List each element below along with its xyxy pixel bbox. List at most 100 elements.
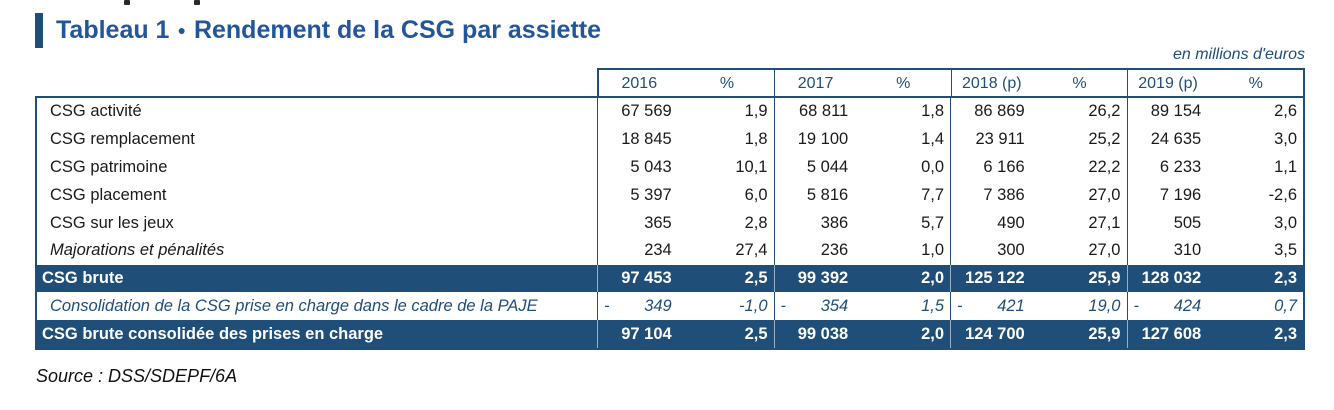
year-group: 5 397 6,0 [597, 181, 774, 210]
value-number: 7 386 [983, 185, 1025, 204]
pct-cell: 25,2 [1088, 130, 1121, 149]
table-row: CSG brute consolidée des prises en charg… [37, 320, 1303, 349]
value-cell: 99 038 [775, 320, 856, 348]
value-number: 490 [997, 213, 1025, 232]
value-cell: 505 [1128, 209, 1209, 237]
header-pct: % [896, 74, 911, 92]
pct-cell: 27,1 [1088, 213, 1121, 232]
pct-cell: 25,9 [1088, 269, 1121, 288]
value-number: 23 911 [975, 130, 1025, 149]
row-label: CSG brute consolidée des prises en charg… [42, 324, 384, 343]
pct-cell: 2,5 [744, 269, 768, 288]
row-label: CSG sur les jeux [50, 213, 174, 232]
value-number: 5 397 [630, 185, 672, 204]
year-group: 68 811 1,8 [773, 98, 951, 126]
year-group: 386 5,7 [773, 209, 951, 237]
value-number: 421 [997, 296, 1025, 315]
header-group-2019: 2019 (p) % [1126, 70, 1303, 97]
value-cell: 6 166 [951, 154, 1032, 182]
header-year: 2018 (p) [962, 74, 1022, 92]
value-number: 424 [1173, 296, 1202, 315]
header-year: 2019 (p) [1138, 74, 1198, 92]
value-number: 7 196 [1159, 185, 1202, 204]
table-row: CSG remplacement 18 845 1,8 19 100 1,4 2… [37, 125, 1304, 154]
table-row: CSG placement 5 397 6,0 5 816 7,7 7 386 … [37, 181, 1303, 210]
value-number: 349 [644, 296, 672, 315]
year-group: 6 233 1,1 [1126, 153, 1304, 182]
value-number: 386 [820, 213, 849, 232]
value-cell: 97 104 [598, 320, 679, 348]
pct-cell: 3,0 [1274, 130, 1297, 149]
value-cell: 99 392 [775, 265, 856, 293]
year-group: - 349 -1,0 [597, 292, 774, 321]
pct-cell: 2,0 [921, 269, 944, 288]
pct-cell: 27,0 [1088, 241, 1121, 260]
value-cell: 5 044 [775, 154, 856, 182]
value-number: 234 [644, 241, 672, 260]
value-cell: 97 453 [598, 265, 679, 293]
value-cell: 7 196 [1128, 181, 1209, 209]
minus-sign: - [780, 296, 787, 315]
year-group: 67 569 1,9 [597, 98, 774, 126]
value-number: 99 392 [797, 269, 849, 288]
value-number: 125 122 [965, 269, 1025, 288]
value-number: 124 700 [965, 324, 1025, 343]
value-cell: 18 845 [598, 126, 679, 154]
value-number: 18 845 [621, 130, 672, 149]
value-number: 6 166 [983, 157, 1025, 176]
year-group: 99 038 2,0 [773, 320, 951, 349]
year-group: 236 1,0 [773, 236, 951, 265]
pct-cell: 1,0 [921, 241, 944, 260]
pct-cell: 1,8 [744, 130, 768, 149]
pct-cell: 3,0 [1274, 213, 1297, 232]
year-group: 505 3,0 [1126, 209, 1304, 237]
value-number: 5 044 [806, 157, 849, 176]
year-group: 5 816 7,7 [773, 181, 951, 210]
table-body: CSG activité 67 569 1,9 68 811 1,8 86 86… [35, 96, 1305, 350]
year-group: 89 154 2,6 [1126, 98, 1304, 126]
table-row: Majorations et pénalités 234 27,4 236 1,… [37, 236, 1303, 265]
year-group: 24 635 3,0 [1126, 125, 1304, 154]
pct-cell: 2,6 [1274, 102, 1297, 121]
year-group: 5 043 10,1 [597, 153, 774, 182]
value-number: 310 [1173, 241, 1202, 260]
value-number: 365 [644, 213, 672, 232]
row-label: CSG brute [42, 269, 124, 288]
pct-cell: 27,4 [735, 241, 768, 260]
year-group: 125 122 25,9 [950, 264, 1127, 293]
row-label: CSG remplacement [50, 130, 195, 149]
value-cell: 128 032 [1128, 265, 1209, 293]
value-cell: 89 154 [1128, 98, 1209, 126]
value-cell: - 421 [951, 292, 1032, 320]
value-number: 505 [1173, 213, 1202, 232]
value-cell: 234 [598, 237, 679, 265]
title-bullet-icon: ● [177, 22, 186, 38]
year-group: 97 104 2,5 [597, 320, 774, 349]
table-row: CSG sur les jeux 365 2,8 386 5,7 490 27,… [37, 209, 1303, 237]
value-number: 86 869 [974, 102, 1025, 121]
source-note: Source : DSS/SDEPF/6A [36, 366, 238, 386]
pct-cell: 5,7 [921, 213, 944, 232]
value-number: 67 569 [621, 102, 672, 121]
value-number: 5 816 [806, 185, 849, 204]
value-cell: 386 [775, 209, 856, 237]
pct-cell: 0,0 [921, 157, 944, 176]
value-cell: 68 811 [775, 98, 856, 126]
pct-cell: 2,3 [1274, 324, 1297, 343]
pct-cell: -2,6 [1268, 185, 1297, 204]
value-cell: 7 386 [951, 181, 1032, 209]
value-number: 89 154 [1150, 102, 1202, 121]
year-group: 6 166 22,2 [950, 153, 1127, 182]
value-cell: - 424 [1128, 292, 1209, 320]
row-label: Majorations et pénalités [50, 241, 225, 260]
value-cell: 24 635 [1128, 126, 1209, 154]
pct-cell: 22,2 [1088, 157, 1121, 176]
cropped-text-artifact [124, 0, 130, 5]
value-number: 97 453 [621, 269, 672, 288]
year-group: 86 869 26,2 [950, 98, 1127, 126]
minus-sign: - [604, 296, 610, 315]
value-number: 97 104 [621, 324, 672, 343]
value-cell: 124 700 [951, 320, 1032, 348]
value-cell: 67 569 [598, 98, 679, 126]
